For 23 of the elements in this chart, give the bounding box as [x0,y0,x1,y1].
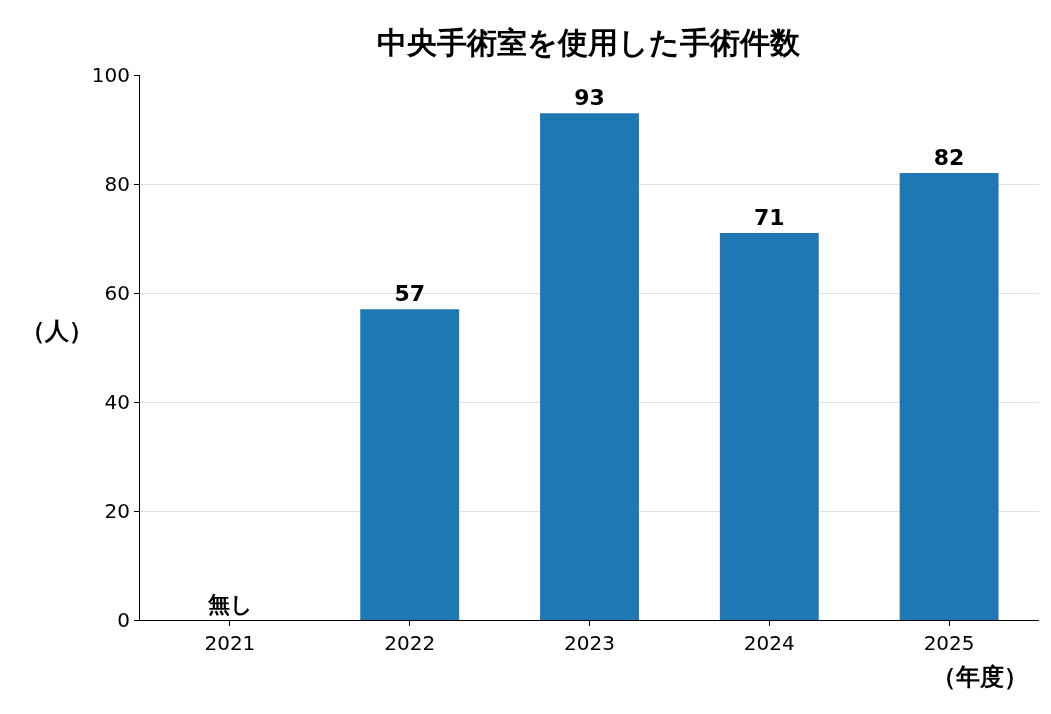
data-label: 71 [753,205,785,231]
x-axis-title: （年度） [932,663,1028,691]
y-tick-label: 0 [117,608,130,632]
y-tick-label: 40 [104,390,130,414]
chart-title: 中央手術室を使用した手術件数 [377,25,802,61]
bar [899,173,999,620]
bar [719,233,819,620]
x-tick-label: 2025 [923,631,975,655]
data-label: 93 [574,85,605,111]
data-label: 無し [206,592,253,617]
y-axis-title: （人） [21,317,93,345]
x-tick-label: 2023 [564,631,615,655]
y-tick-label: 80 [104,172,130,196]
x-tick-label: 2022 [384,631,436,655]
y-tick-label: 20 [104,499,130,523]
y-tick-label: 100 [91,63,130,87]
x-tick-label: 2024 [743,631,795,655]
bar [360,309,460,620]
y-tick-label: 60 [104,281,130,305]
data-label: 57 [394,281,426,307]
bar [540,113,639,620]
x-tick-label: 2021 [204,631,256,655]
data-label: 82 [933,145,965,171]
